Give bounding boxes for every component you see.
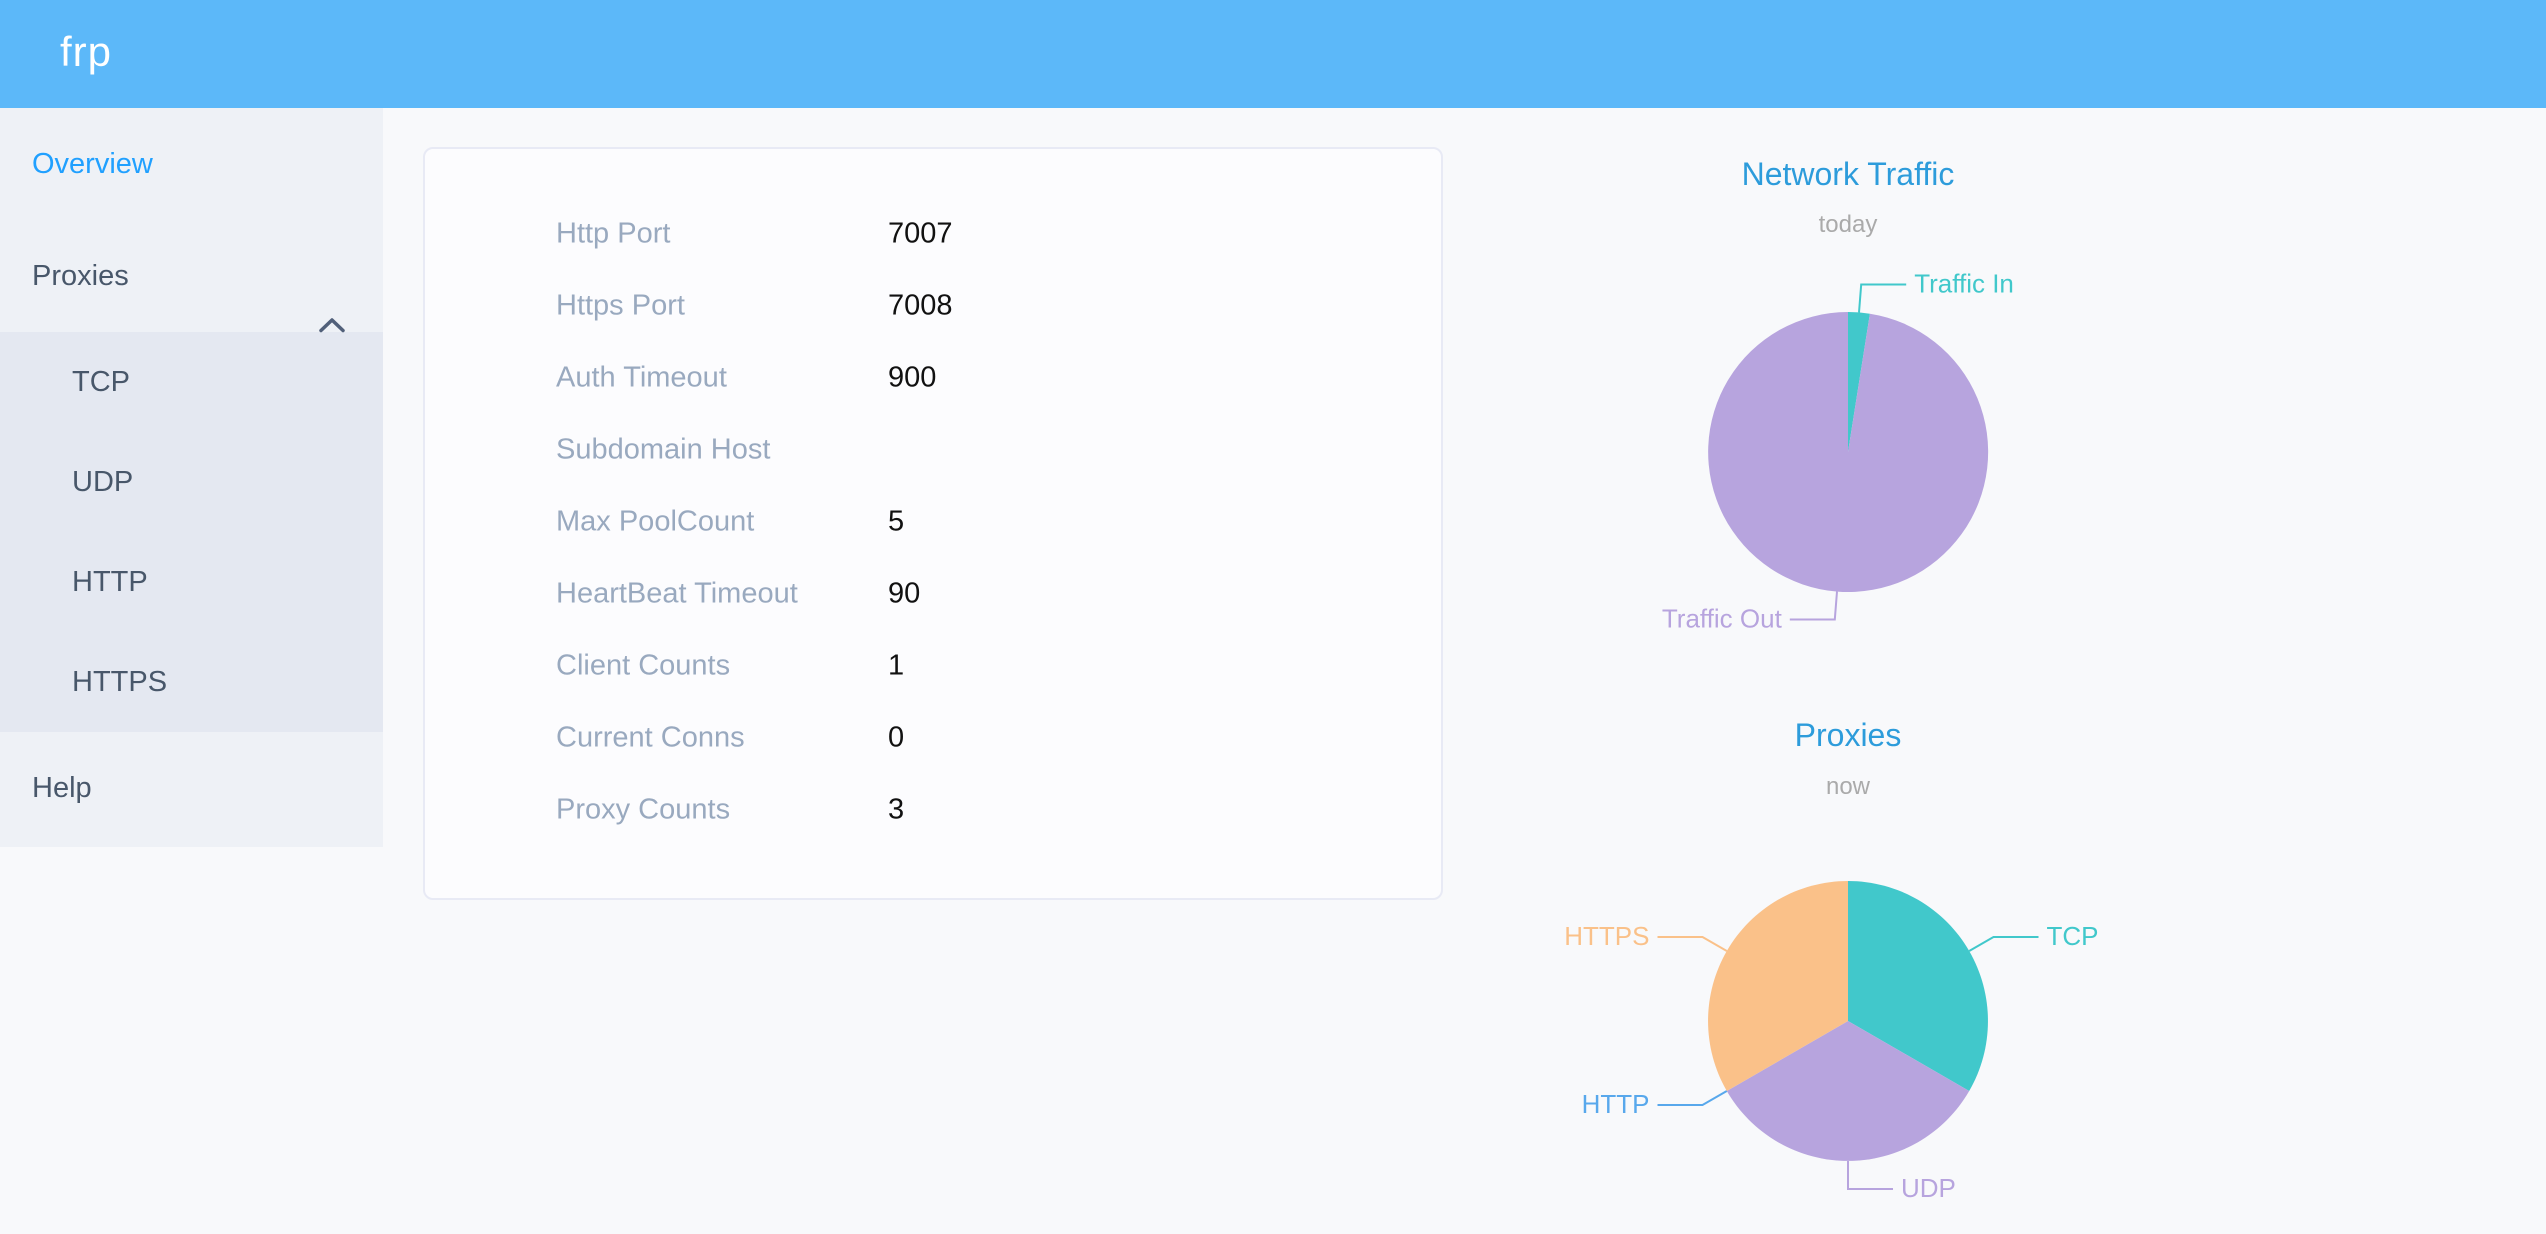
network-traffic-pie-chart: Traffic In Traffic Out [1662,268,2014,633]
config-row: HeartBeat Timeout 90 [425,558,1441,630]
pie-label-udp: UDP [1901,1173,1956,1203]
pie-slice-udp[interactable] [1726,1021,1970,1161]
proxies-chart-title: Proxies [1794,717,1902,753]
config-row: Subdomain Host [425,414,1441,486]
config-row: Max PoolCount 5 [425,486,1441,558]
config-row: Auth Timeout 900 [425,342,1441,414]
pie-label-tcp: TCP [2047,921,2099,951]
sidebar: Overview Proxies TCP UDP HTTP HTTPS Help [0,108,383,847]
config-label: Client Counts [556,649,731,682]
config-label: Max PoolCount [556,505,755,538]
pie-label-traffic-in: Traffic In [1914,268,2014,298]
sidebar-item-label: Overview [32,148,153,180]
sidebar-submenu-proxies: TCP UDP HTTP HTTPS [0,332,383,732]
config-label: Subdomain Host [556,433,771,466]
server-config-list: Http Port 7007 Https Port 7008 Auth Timeout 9… [425,149,1441,846]
config-value: 1 [888,649,905,682]
sidebar-item-http[interactable]: HTTP [72,566,148,598]
config-value: 90 [888,577,921,610]
pie-label-https: HTTPS [1564,921,1649,951]
sidebar-item-https[interactable]: HTTPS [72,666,168,698]
pie-label-line-https [1657,936,1728,952]
config-label: Https Port [556,289,685,322]
pie-slice-https[interactable] [1708,881,1848,1091]
chevron-up-icon [319,268,345,380]
config-row: Client Counts 1 [425,630,1441,702]
pie-label-line-udp [1847,1161,1893,1190]
config-label: Proxy Counts [556,793,731,826]
config-value: 5 [888,505,905,538]
config-value: 900 [888,361,937,394]
config-row: Proxy Counts 3 [425,774,1441,846]
sidebar-item-overview[interactable]: Overview [0,108,383,220]
config-label: Auth Timeout [556,361,727,394]
pie-label-line-http [1657,1090,1728,1106]
sidebar-item-label: Help [32,772,92,804]
network-traffic-subtitle: today [1818,211,1878,238]
sidebar-item-label: Proxies [32,260,129,292]
pie-label-line-traffic-out [1789,591,1838,621]
sidebar-item-udp[interactable]: UDP [72,466,134,498]
config-row: Https Port 7008 [425,270,1441,342]
config-value: 7007 [888,217,953,250]
proxies-chart-subtitle: now [1825,773,1871,800]
config-label: Current Conns [556,721,745,754]
config-value: 7008 [888,289,953,322]
pie-slice-traffic-out[interactable] [1708,312,1989,592]
config-value: 0 [888,721,905,754]
network-traffic-title: Network Traffic [1741,156,1955,192]
config-row: Http Port 7007 [425,198,1441,270]
sidebar-item-proxies[interactable]: Proxies [0,220,383,333]
proxies-pie-chart: TCP UDP HTTP HTTPS [1564,881,2099,1203]
config-value: 3 [888,793,905,826]
pie-label-line-tcp [1968,936,2039,952]
pie-label-line-traffic-in [1858,283,1907,313]
config-label: Http Port [556,217,671,250]
pie-label-traffic-out: Traffic Out [1662,603,1783,633]
sidebar-item-help[interactable]: Help [0,732,383,844]
app-logo: frp [60,28,113,75]
config-label: HeartBeat Timeout [556,577,798,610]
app-header: frp [0,0,2546,108]
pie-label-http: HTTP [1582,1089,1650,1119]
pie-slice-traffic-in[interactable] [1848,311,1870,452]
config-row: Current Conns 0 [425,702,1441,774]
pie-slice-tcp[interactable] [1848,881,1988,1091]
sidebar-item-tcp[interactable]: TCP [72,366,130,398]
server-info-card: Http Port 7007 Https Port 7008 Auth Timeout 9… [423,147,1443,900]
